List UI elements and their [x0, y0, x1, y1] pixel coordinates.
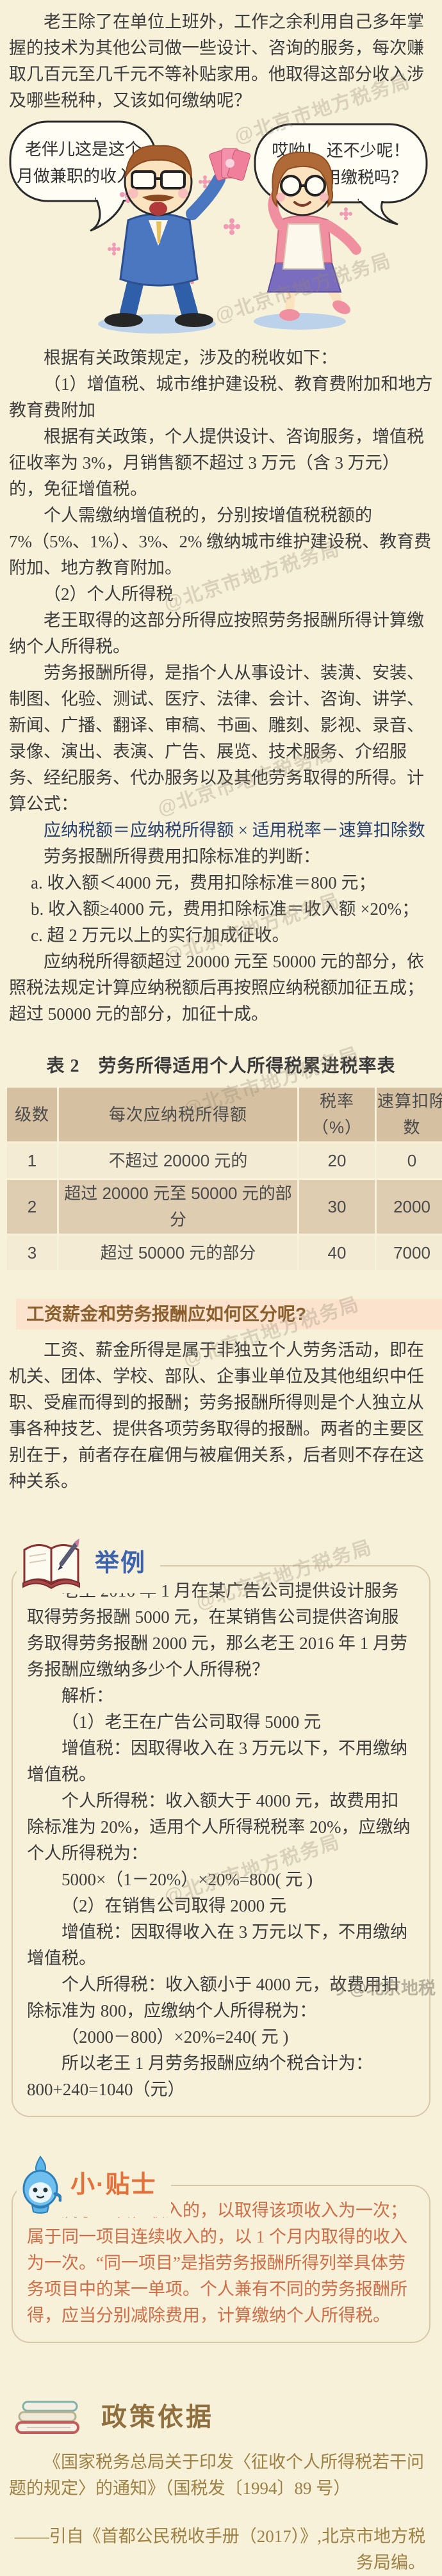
example-body: 老王 2016 年 1 月在某广告公司提供设计服务取得劳务报酬 5000 元，在… [18, 1578, 424, 2103]
example-header: 举例 [17, 1533, 161, 1593]
bubble-left-line1: 老伴儿这是这个 [25, 140, 142, 159]
policy-section: 根据有关政策规定，涉及的税收如下： （1）增值税、城市维护建设税、教育费附加和地… [0, 345, 442, 1027]
table-cell: 不超过 20000 元的 [59, 1143, 297, 1178]
table-header-cell: 速算扣除数 [377, 1088, 442, 1141]
source-text: ——引自《首都公民税收手册（2017）》,北京市地方税务局编。 [14, 2527, 425, 2572]
table-cell: 2000 [377, 1180, 442, 1234]
megaphone-spiral-icon [331, 1982, 345, 1995]
books-stack-icon [15, 2401, 79, 2434]
example-paragraph: 解析： [61, 1686, 113, 1705]
deduction-lead: 劳务报酬所得费用扣除标准的判断： [44, 847, 320, 866]
table-row: 3 超过 50000 元的部分 40 7000 [7, 1236, 442, 1270]
distinction-heading: 工资薪金和劳务报酬应如何区分呢? [16, 1299, 442, 1330]
deduction-rule-b: b. 收入额≥4000 元，费用扣除标准＝收入额 ×20%； [31, 899, 420, 919]
example-paragraph: （2）在销售公司取得 2000 元 [61, 1896, 286, 1915]
tax-formula: 应纳税额＝应纳税所得额 × 适用税率－速算扣除数 [44, 821, 425, 840]
tips-header: 小·贴士 [17, 2153, 171, 2217]
table-header-cell: 每次应纳税所得额 [59, 1088, 297, 1141]
example-paragraph: 5000×（1－20%）×20%=800( 元 ) [61, 1870, 313, 1889]
water-drop-mascot-icon [22, 2155, 61, 2214]
table-header-cell: 级数 [7, 1088, 57, 1141]
policy-item2-p2: 劳务报酬所得，是指个人从事设计、装潢、安装、制图、化验、测试、医疗、法律、会计、… [9, 663, 424, 814]
table-row: 1 不超过 20000 元的 20 0 [7, 1143, 442, 1178]
policy-basis-title: 政策依据 [101, 2403, 214, 2431]
table-row: 2 超过 20000 元至 50000 元的部分 30 2000 [7, 1180, 442, 1234]
tips-text: 属于一次性收入的，以取得该项收入为一次；属于同一项目连续收入的，以 1 个月内取… [27, 2201, 407, 2325]
example-box: 举例 老王 2016 年 1 月在某广告公司提供设计服务取得劳务报酬 5000 … [12, 1533, 430, 2117]
bottom-watermark: @北京地税 [328, 1976, 436, 2002]
table-cell: 20 [299, 1143, 375, 1178]
table-cell: 40 [299, 1236, 375, 1270]
example-paragraph: （1）老王在广告公司取得 5000 元 [61, 1712, 321, 1732]
tips-box: 小·贴士 属于一次性收入的，以取得该项收入为一次；属于同一项目连续收入的，以 1… [12, 2153, 430, 2343]
table-cell: 1 [7, 1143, 57, 1178]
intro-paragraph: 老王除了在单位上班外，工作之余利用自己多年掌握的技术为其他公司做一些设计、咨询的… [9, 12, 424, 110]
table-header-cell: 税率（%） [299, 1088, 375, 1141]
example-paragraph: 增值税：因取得收入在 3 万元以下，不用缴纳增值税。 [27, 1739, 407, 1784]
cartoon-scene: 老伴儿这是这个 月做兼职的收入。 哎呦！ 还不少呢！ 这个还用缴税吗？ [9, 120, 428, 334]
table-cell: 0 [377, 1143, 442, 1178]
table-cell: 超过 20000 元至 50000 元的部分 [59, 1180, 297, 1234]
example-title: 举例 [95, 1549, 147, 1577]
table-cell: 3 [7, 1236, 57, 1270]
woman-shadow [254, 313, 346, 330]
example-paragraph: 老王 2016 年 1 月在某广告公司提供设计服务取得劳务报酬 5000 元，在… [27, 1581, 407, 1679]
table-cell: 超过 50000 元的部分 [59, 1236, 297, 1270]
example-paragraph: 所以老王 1 月劳务报酬应纳个税合计为：800+240=1040（元） [27, 2054, 373, 2099]
policy-item2-p1: 老王取得的这部分所得应按照劳务报酬所得计算缴纳个人所得税。 [9, 611, 424, 656]
table-cell: 7000 [377, 1236, 442, 1270]
tips-title: 小·贴士 [70, 2171, 157, 2198]
policy-lead: 根据有关政策规定，涉及的税收如下： [44, 348, 338, 367]
surcharge-paragraph: 应纳税所得额超过 20000 元至 50000 元的部分，依照税法规定计算应纳税… [9, 952, 424, 1024]
policy-item2-title: （2）个人所得税 [44, 584, 174, 604]
policy-basis-header: 政策依据 [14, 2397, 442, 2438]
money-bills [209, 148, 251, 181]
policy-item1-p2: 个人需缴纳增值税的，分别按增值税税额的 7%（5%、1%）、3%、2% 缴纳城市… [9, 506, 432, 577]
book-pen-icon [22, 1538, 80, 1590]
table-title: 表 2 劳务所得适用个人所得税累进税率表 [46, 1056, 396, 1076]
bottom-watermark-text: @北京地税 [349, 1979, 436, 1998]
citation-text: 《国家税务总局关于印发〈征收个人所得税若干问题的规定〉的通知》（国税发〔1994… [9, 2452, 424, 2498]
policy-item1-p1: 根据有关政策，个人提供设计、咨询服务，增值税征收率为 3%，月销售额不超过 3 … [9, 427, 424, 499]
woman-character [266, 151, 361, 321]
table-cell: 2 [7, 1180, 57, 1234]
table-cell: 30 [299, 1180, 375, 1234]
table-header-row: 级数 每次应纳税所得额 税率（%） 速算扣除数 [7, 1088, 442, 1141]
infographic-page: @北京市地方税务局 @北京市地方税务局 @北京市地方税务局 @北京市地方税务局 … [0, 12, 442, 2572]
deduction-rule-a: a. 收入额＜4000 元，费用扣除标准＝800 元； [31, 873, 376, 892]
tips-body: 属于一次性收入的，以取得该项收入为一次；属于同一项目连续收入的，以 1 个月内取… [18, 2198, 424, 2329]
example-paragraph: 个人所得税：收入额大于 4000 元，故费用扣除标准为 20%，适用个人所得税税… [27, 1791, 411, 1863]
tax-rate-table: 级数 每次应纳税所得额 税率（%） 速算扣除数 1 不超过 20000 元的 20 0 2 超过… [5, 1086, 442, 1272]
man-character [104, 145, 251, 327]
example-paragraph: 增值税：因取得收入在 3 万元以下，不用缴纳增值税。 [27, 1922, 407, 1968]
policy-item1-title: （1）增值税、城市维护建设税、教育费附加和地方教育费附加 [9, 374, 433, 420]
distinction-body: 工资、薪金所得是属于非独立个人劳务活动，即在机关、团体、学校、部队、企事业单位及… [9, 1340, 424, 1491]
deduction-rule-c: c. 超 2 万元以上的实行加成征收。 [31, 926, 290, 945]
citation-block: 《国家税务总局关于印发〈征收个人所得税若干问题的规定〉的通知》（国税发〔1994… [0, 2449, 442, 2576]
pen-icon [58, 1538, 79, 1570]
example-paragraph: （2000－800）×20%=240( 元 ) [61, 2027, 289, 2047]
